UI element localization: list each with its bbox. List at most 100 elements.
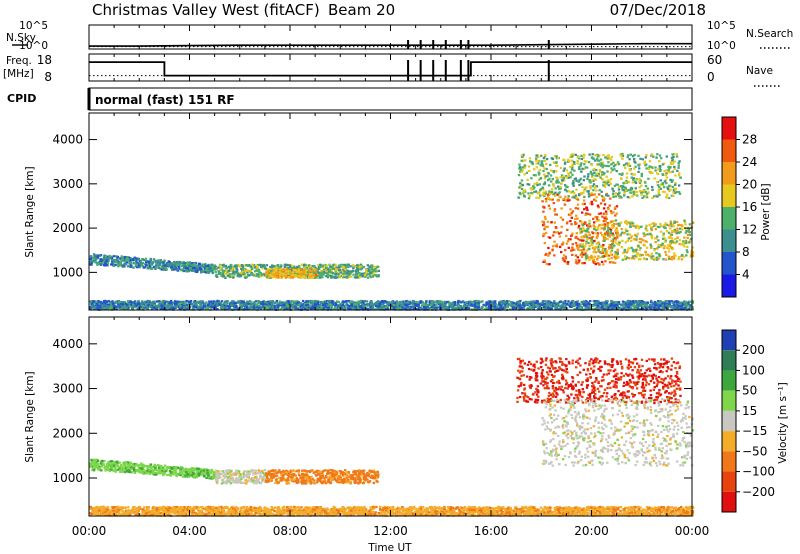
heatmap-cell [614, 303, 617, 306]
heatmap-cell [609, 304, 612, 308]
heatmap-cell [562, 198, 565, 201]
heatmap-cell [540, 303, 544, 306]
heatmap-cell [670, 224, 673, 228]
heatmap-cell [253, 266, 257, 269]
heatmap-cell [327, 267, 330, 270]
heatmap-cell [588, 307, 591, 310]
heatmap-cell [222, 269, 226, 273]
heatmap-cell [679, 303, 682, 306]
heatmap-cell [664, 240, 667, 243]
heatmap-cell [152, 258, 156, 261]
heatmap-cell [476, 307, 479, 310]
heatmap-cell [684, 239, 688, 242]
heatmap-cell [613, 255, 616, 258]
heatmap-cell [140, 262, 144, 265]
heatmap-cell [574, 308, 577, 311]
heatmap-cell [438, 300, 442, 303]
heatmap-cell [673, 252, 676, 255]
heatmap-cell [630, 239, 633, 242]
heatmap-cell [263, 301, 266, 304]
heatmap-cell [610, 257, 613, 260]
heatmap-cell [283, 263, 286, 266]
heatmap-cell [278, 271, 281, 274]
heatmap-cell [377, 274, 380, 277]
heatmap-cell [267, 304, 270, 307]
heatmap-cell [246, 307, 250, 311]
heatmap-cell [650, 237, 654, 240]
heatmap-cell [128, 261, 132, 264]
noise-tick-top-left: 10^5 [19, 20, 48, 32]
heatmap-cell [144, 305, 148, 308]
heatmap-cell [558, 235, 562, 238]
heatmap-cell [288, 264, 291, 267]
heatmap-cell [610, 253, 613, 257]
heatmap-cell [544, 197, 548, 201]
heatmap-cell [156, 259, 159, 262]
heatmap-cell [126, 256, 129, 259]
heatmap-cell [183, 269, 186, 272]
heatmap-cell [366, 276, 370, 279]
heatmap-cell [556, 231, 560, 234]
heatmap-cell [554, 213, 557, 216]
heatmap-cell [90, 305, 94, 308]
heatmap-cell [109, 305, 112, 308]
heatmap-cell [611, 243, 614, 246]
heatmap-cell [319, 274, 322, 277]
heatmap-cell [334, 301, 337, 304]
heatmap-cell [387, 301, 390, 304]
heatmap-cell [439, 304, 442, 307]
heatmap-cell [154, 267, 157, 270]
heatmap-cell [377, 275, 380, 278]
heatmap-cell [106, 255, 109, 258]
heatmap-cell [606, 303, 610, 306]
heatmap-cell [211, 305, 214, 308]
heatmap-cell [421, 304, 424, 307]
heatmap-cell [174, 263, 177, 266]
heatmap-cell [283, 270, 286, 273]
heatmap-cell [378, 307, 381, 310]
heatmap-cell [308, 305, 312, 308]
heatmap-cell [483, 308, 487, 311]
heatmap-cell [623, 302, 626, 305]
heatmap-cell [453, 301, 456, 304]
heatmap-cell [311, 268, 314, 271]
heatmap-cell [358, 268, 361, 271]
heatmap-cell [266, 302, 269, 305]
heatmap-cell [473, 300, 476, 303]
heatmap-cell [310, 273, 313, 276]
heatmap-cell [553, 208, 557, 211]
heatmap-cell [508, 308, 512, 311]
heatmap-cell [166, 300, 169, 303]
heatmap-cell [348, 300, 351, 303]
heatmap-cell [402, 300, 405, 303]
heatmap-cell [662, 226, 666, 229]
heatmap-cell [320, 306, 323, 309]
heatmap-cell [520, 307, 524, 310]
heatmap-cell [375, 307, 378, 310]
heatmap-cell [331, 301, 334, 304]
heatmap-cell [163, 259, 166, 262]
heatmap-cell [615, 257, 618, 260]
heatmap-cell [273, 276, 277, 279]
heatmap-cell [537, 307, 540, 310]
heatmap-cell [669, 257, 673, 260]
heatmap-cell [155, 305, 158, 308]
heatmap-cell [174, 305, 177, 308]
heatmap-cell [465, 301, 468, 304]
heatmap-cell [261, 300, 265, 304]
heatmap-cell [94, 254, 98, 257]
heatmap-cell [602, 212, 606, 215]
heatmap-cell [671, 223, 675, 226]
heatmap-cell [197, 301, 200, 304]
heatmap-cell [668, 243, 672, 246]
heatmap-cell [562, 300, 566, 304]
heatmap-cell [596, 216, 599, 219]
heatmap-cell [596, 234, 600, 237]
heatmap-cell [441, 306, 444, 309]
heatmap-cell [639, 254, 643, 257]
heatmap-cell [287, 302, 290, 305]
heatmap-cell [586, 238, 589, 241]
heatmap-cell [278, 304, 282, 307]
heatmap-cell [328, 273, 332, 276]
heatmap-cell [245, 276, 248, 279]
